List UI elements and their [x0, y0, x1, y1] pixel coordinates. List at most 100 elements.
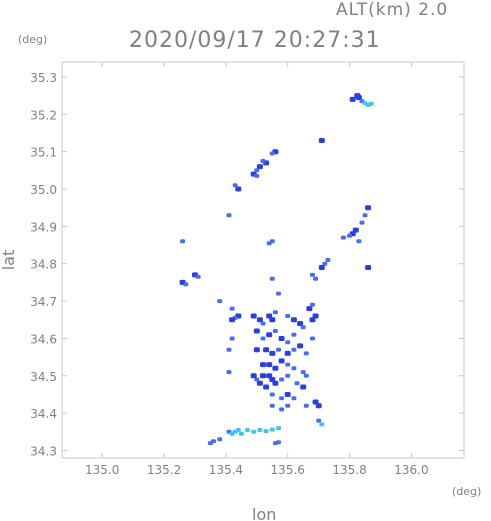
y-tick-label: 35.0: [30, 183, 57, 197]
echo-cell: [250, 313, 257, 319]
echo-cell: [365, 205, 372, 211]
echo-cell: [245, 428, 250, 432]
echo-cell: [266, 362, 273, 368]
echo-cell: [356, 239, 362, 244]
echo-cell: [266, 241, 272, 246]
echo-cell: [256, 164, 263, 170]
echo-cell: [254, 168, 260, 173]
echo-cell: [269, 151, 275, 156]
echo-cell: [217, 437, 223, 442]
echo-cell: [195, 274, 201, 279]
plot-frame: [61, 61, 465, 459]
echo-cell: [254, 377, 260, 382]
echo-cell: [226, 213, 232, 218]
echo-cell: [279, 377, 285, 382]
echo-cell: [269, 377, 276, 382]
y-tick-label: 34.3: [30, 445, 57, 459]
echo-cell: [260, 373, 266, 379]
echo-cell: [263, 347, 270, 353]
echo-cell: [269, 317, 276, 323]
echo-cell: [232, 183, 238, 188]
echo-cell: [278, 336, 285, 341]
echo-cell: [269, 403, 275, 408]
timestamp-title: 2020/09/17 20:27:31: [129, 28, 381, 53]
echo-cell: [285, 403, 291, 408]
echo-cell: [318, 138, 325, 143]
echo-cell: [316, 418, 322, 423]
echo-cell: [229, 306, 235, 311]
echo-cell: [309, 317, 316, 323]
echo-cell: [279, 407, 285, 412]
echo-cell: [260, 321, 266, 326]
x-tick-label: 135.0: [85, 463, 119, 477]
echo-cell: [285, 314, 291, 318]
echo-cell: [297, 321, 304, 326]
x-tick-label: 135.6: [271, 463, 305, 477]
echo-cell: [315, 403, 322, 409]
y-tick-label: 35.2: [30, 108, 57, 122]
y-tick-label: 34.6: [30, 332, 57, 346]
echo-cell: [256, 380, 263, 386]
echo-cell: [300, 384, 307, 390]
echo-cell: [340, 235, 346, 240]
echo-cell: [347, 233, 353, 238]
echo-cell: [291, 347, 297, 352]
echo-cell: [322, 261, 328, 266]
echo-cell: [359, 220, 365, 225]
echo-cell: [285, 362, 291, 367]
axis-ticks: 135.0 135.2 135.4 135.6 135.8 136.0 34.3 34.4 34…: [30, 62, 464, 477]
echo-cell: [276, 440, 281, 445]
echo-cell: [250, 373, 257, 379]
echo-cell: [257, 428, 263, 432]
echo-cell: [266, 313, 273, 319]
echo-cell: [349, 96, 356, 102]
echo-cell: [319, 422, 325, 427]
y-axis-label: lat: [0, 250, 18, 271]
y-tick-label: 35.1: [30, 146, 57, 160]
echo-cell: [312, 313, 319, 319]
echo-cells: [179, 93, 374, 446]
echo-cell: [276, 291, 281, 296]
echo-cell: [278, 358, 285, 364]
echo-cell: [180, 239, 186, 244]
y-unit-label: (deg): [18, 33, 47, 46]
echo-cell: [211, 439, 216, 444]
echo-cell: [226, 370, 232, 375]
echo-cell: [310, 302, 315, 307]
echo-cell: [235, 428, 241, 432]
x-tick-label: 135.2: [147, 463, 181, 477]
echo-cell: [310, 272, 315, 277]
echo-cell: [325, 258, 331, 262]
echo-cell: [269, 427, 275, 432]
echo-cell: [272, 329, 278, 333]
echo-cell: [313, 276, 319, 281]
echo-cell: [229, 317, 236, 323]
echo-cell: [269, 350, 276, 356]
x-axis-label: lon: [252, 505, 276, 521]
x-tick-label: 135.4: [209, 463, 243, 477]
echo-cell: [368, 101, 374, 106]
echo-cell: [276, 426, 281, 431]
y-tick-label: 34.7: [30, 295, 57, 309]
echo-cell: [306, 306, 313, 312]
echo-cell: [253, 347, 260, 353]
echo-cell: [365, 265, 372, 270]
echo-cell: [253, 328, 260, 334]
echo-cell: [217, 299, 223, 304]
echo-cell: [362, 213, 368, 218]
echo-cell: [297, 343, 304, 349]
echo-cell: [303, 403, 309, 408]
echo-cell: [284, 392, 291, 397]
echo-cell: [303, 373, 309, 378]
echo-cell: [290, 317, 297, 323]
echo-cell: [235, 186, 242, 192]
echo-cell: [251, 429, 257, 434]
echo-cell: [300, 370, 306, 375]
echo-cell: [238, 431, 244, 436]
echo-cell: [310, 336, 315, 341]
echo-cell: [303, 351, 309, 356]
echo-cell: [318, 265, 325, 270]
echo-cell: [354, 93, 361, 99]
y-tick-label: 34.8: [30, 258, 57, 272]
